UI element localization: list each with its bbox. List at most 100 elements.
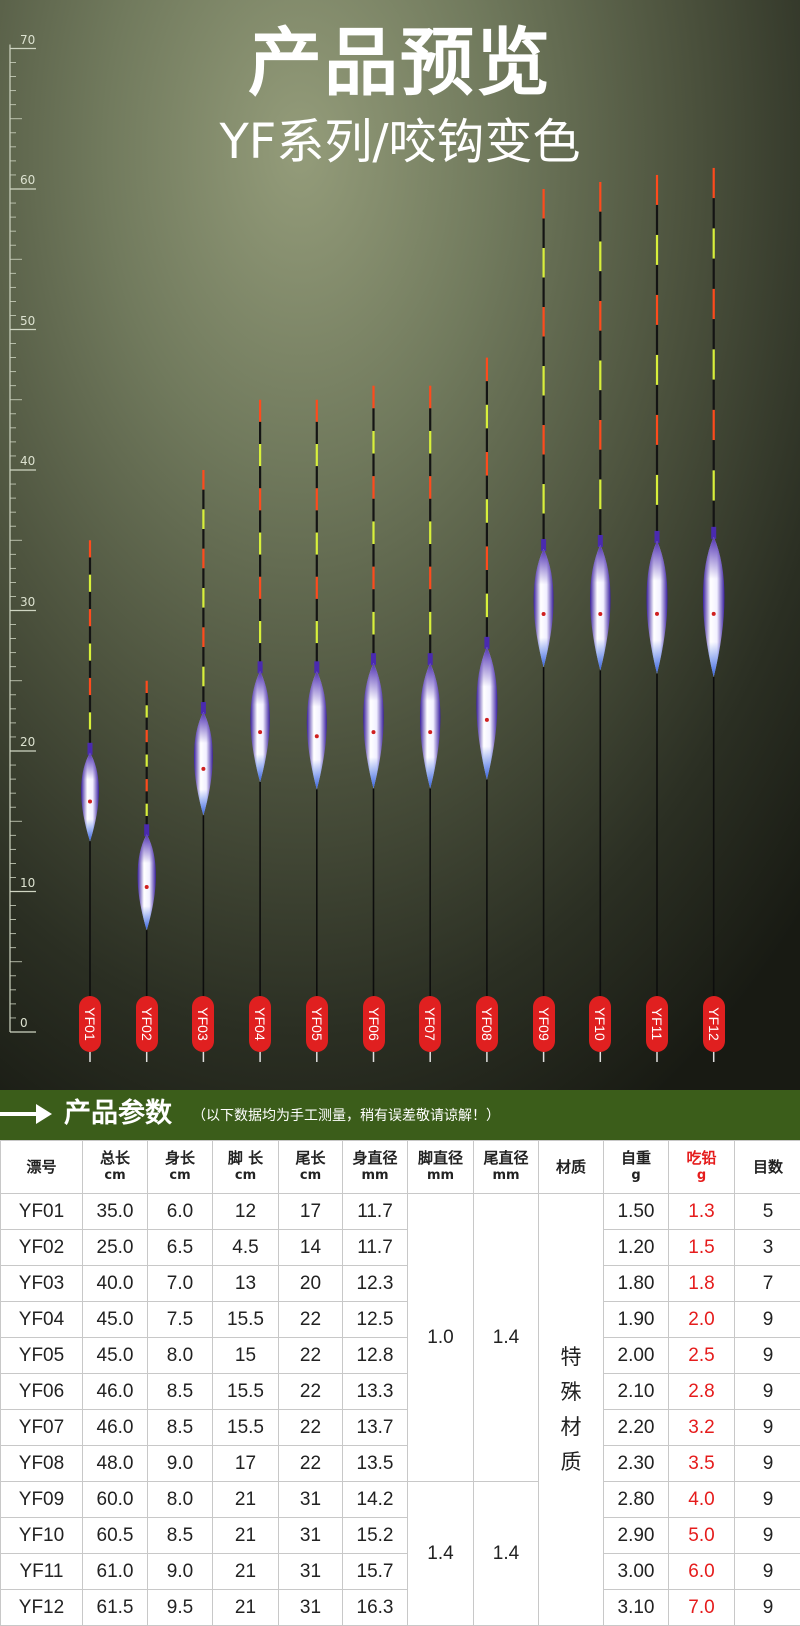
self-weight-cell: 2.30 — [604, 1446, 669, 1482]
model-label-text: YF05 — [309, 1007, 325, 1040]
lead-load-cell: 5.0 — [669, 1518, 735, 1554]
column-header-name: 身直径 — [352, 1149, 397, 1167]
float-yf06 — [363, 386, 383, 1062]
float-model-cell: YF11 — [1, 1554, 83, 1590]
foot-length-cell: 21 — [213, 1590, 279, 1626]
lead-load-cell: 4.0 — [669, 1482, 735, 1518]
column-header-name: 总长 — [100, 1149, 130, 1167]
body-diameter-cell: 12.5 — [343, 1302, 408, 1338]
tail-length-cell: 22 — [279, 1410, 343, 1446]
mesh-count-cell: 3 — [735, 1230, 800, 1266]
self-weight-cell: 1.80 — [604, 1266, 669, 1302]
model-label: YF06 — [363, 996, 385, 1052]
foot-diameter-cell: 1.4 — [408, 1482, 474, 1626]
body-diameter-cell: 13.7 — [343, 1410, 408, 1446]
column-header: 目数 — [735, 1141, 800, 1194]
column-header-unit: cm — [148, 1167, 212, 1184]
foot-length-cell: 15.5 — [213, 1374, 279, 1410]
float-model-cell: YF04 — [1, 1302, 83, 1338]
self-weight-cell: 2.10 — [604, 1374, 669, 1410]
foot-length-cell: 12 — [213, 1194, 279, 1230]
foot-length-cell: 15.5 — [213, 1410, 279, 1446]
model-label-text: YF04 — [252, 1007, 268, 1040]
column-header-name: 自重 — [621, 1149, 651, 1167]
self-weight-cell: 1.50 — [604, 1194, 669, 1230]
self-weight-cell: 2.80 — [604, 1482, 669, 1518]
model-label: YF12 — [703, 996, 725, 1052]
float-model-cell: YF01 — [1, 1194, 83, 1230]
tail-length-cell: 22 — [279, 1374, 343, 1410]
mesh-count-cell: 5 — [735, 1194, 800, 1230]
model-label: YF01 — [79, 996, 101, 1052]
float-model-cell: YF05 — [1, 1338, 83, 1374]
total-length-cell: 25.0 — [83, 1230, 148, 1266]
body-diameter-cell: 13.5 — [343, 1446, 408, 1482]
model-label: YF11 — [646, 996, 668, 1052]
self-weight-cell: 1.20 — [604, 1230, 669, 1266]
float-yf09 — [534, 189, 554, 1062]
tail-length-cell: 22 — [279, 1338, 343, 1374]
self-weight-cell: 1.90 — [604, 1302, 669, 1338]
series-subtitle: YF系列/咬钩变色 — [0, 112, 800, 172]
column-header-unit: cm — [83, 1167, 147, 1184]
float-yf10 — [590, 182, 610, 1062]
mesh-count-cell: 9 — [735, 1590, 800, 1626]
body-length-cell: 8.0 — [148, 1338, 213, 1374]
lead-load-cell: 1.5 — [669, 1230, 735, 1266]
params-section-header: 产品参数 （以下数据均为手工测量，稍有误差敬请谅解！） — [0, 1090, 800, 1140]
model-label: YF10 — [589, 996, 611, 1052]
material-char: 材 — [539, 1410, 603, 1445]
material-char: 质 — [539, 1445, 603, 1480]
float-model-cell: YF10 — [1, 1518, 83, 1554]
column-header-name: 尾长 — [295, 1149, 325, 1167]
column-header-name: 材质 — [556, 1158, 586, 1176]
model-label-text: YF12 — [706, 1007, 722, 1040]
model-label: YF02 — [136, 996, 158, 1052]
foot-length-cell: 17 — [213, 1446, 279, 1482]
tail-length-cell: 31 — [279, 1518, 343, 1554]
body-diameter-cell: 15.2 — [343, 1518, 408, 1554]
column-header-name: 脚直径 — [418, 1149, 463, 1167]
float-model-cell: YF08 — [1, 1446, 83, 1482]
tail-diameter-cell: 1.4 — [474, 1194, 539, 1482]
model-label-text: YF01 — [82, 1007, 98, 1040]
mesh-count-cell: 9 — [735, 1518, 800, 1554]
model-label: YF09 — [533, 996, 555, 1052]
tail-length-cell: 17 — [279, 1194, 343, 1230]
material-char: 特 — [539, 1340, 603, 1375]
body-length-cell: 8.5 — [148, 1410, 213, 1446]
total-length-cell: 46.0 — [83, 1410, 148, 1446]
column-header-name: 尾直径 — [483, 1149, 528, 1167]
foot-length-cell: 21 — [213, 1518, 279, 1554]
float-yf01 — [81, 540, 99, 1062]
float-yf05 — [307, 400, 327, 1062]
foot-length-cell: 21 — [213, 1554, 279, 1590]
model-label: YF08 — [476, 996, 498, 1052]
body-diameter-cell: 11.7 — [343, 1230, 408, 1266]
body-length-cell: 8.0 — [148, 1482, 213, 1518]
float-model-cell: YF06 — [1, 1374, 83, 1410]
column-header-name: 漂号 — [26, 1158, 56, 1176]
tail-length-cell: 20 — [279, 1266, 343, 1302]
column-header-unit: cm — [213, 1167, 278, 1184]
total-length-cell: 45.0 — [83, 1302, 148, 1338]
self-weight-cell: 2.00 — [604, 1338, 669, 1374]
mesh-count-cell: 9 — [735, 1482, 800, 1518]
column-header-unit: g — [604, 1167, 668, 1184]
tail-length-cell: 31 — [279, 1554, 343, 1590]
self-weight-cell: 2.90 — [604, 1518, 669, 1554]
float-model-cell: YF09 — [1, 1482, 83, 1518]
lead-load-cell: 3.5 — [669, 1446, 735, 1482]
lead-load-cell: 2.5 — [669, 1338, 735, 1374]
mesh-count-cell: 9 — [735, 1446, 800, 1482]
lead-load-cell: 3.2 — [669, 1410, 735, 1446]
lead-load-cell: 1.8 — [669, 1266, 735, 1302]
float-model-cell: YF03 — [1, 1266, 83, 1302]
